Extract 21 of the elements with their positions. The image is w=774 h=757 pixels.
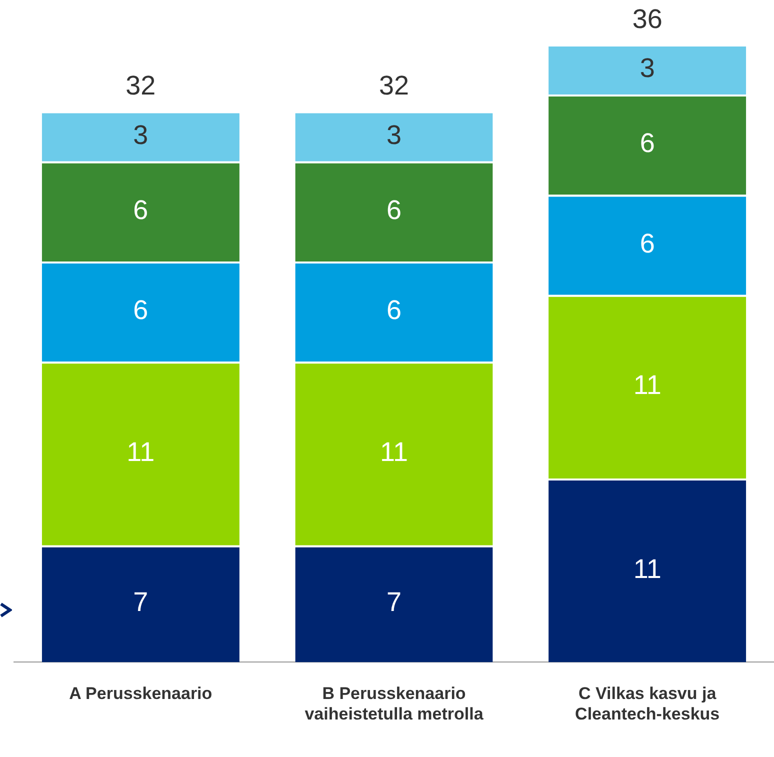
data-label: 3 [133, 120, 148, 150]
data-label: 11 [380, 436, 408, 467]
data-label: 3 [386, 120, 402, 150]
total-label: 36 [632, 4, 662, 34]
x-tick-label: C Vilkas kasvu ja Cleantech-keskus [575, 684, 720, 724]
data-label: 3 [640, 52, 655, 83]
data-label: 6 [640, 128, 655, 158]
data-label: 11 [126, 436, 155, 467]
data-label: 11 [633, 370, 662, 400]
total-label: 32 [378, 70, 410, 101]
total-label: 32 [126, 70, 156, 101]
data-label: 6 [133, 194, 148, 225]
x-tick-label: A Perusskenaario [69, 684, 212, 704]
data-label: 7 [386, 587, 402, 618]
data-label: 6 [133, 295, 148, 326]
data-label: 6 [386, 295, 402, 326]
data-label: 11 [633, 554, 662, 584]
data-label: 6 [386, 194, 402, 225]
data-label: 6 [640, 228, 655, 258]
data-label: 7 [133, 587, 148, 618]
x-tick-label: B Perusskenaario vaiheistetulla metrolla [304, 684, 484, 724]
